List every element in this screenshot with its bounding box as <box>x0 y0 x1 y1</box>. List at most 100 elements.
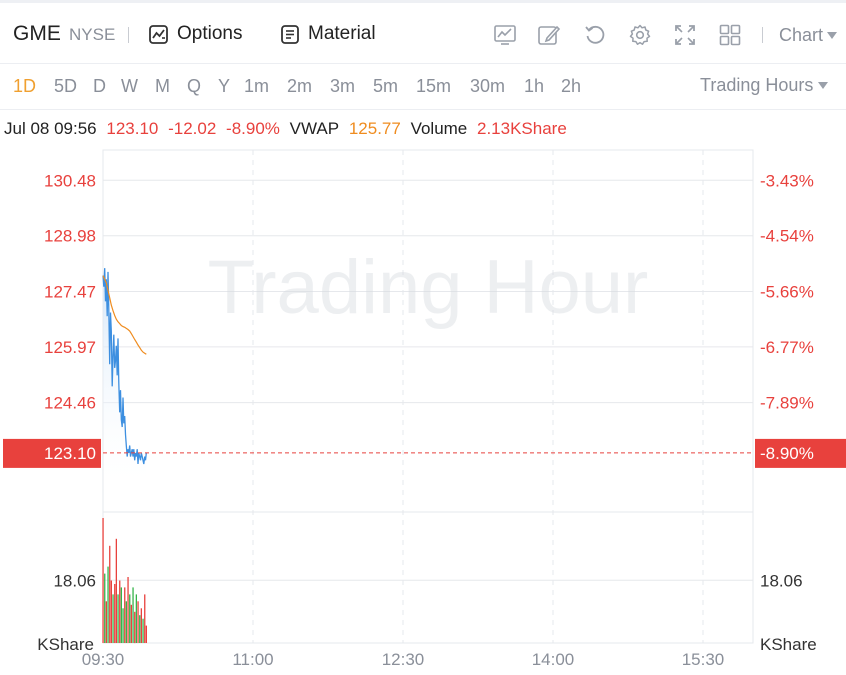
tab-period-q[interactable]: Q <box>187 76 202 96</box>
options-label: Options <box>177 23 243 44</box>
chart-overlay-icon[interactable] <box>493 23 517 47</box>
period-tabs-bar: 1D 5D D W M Q Y 1m 2m 3m 5m 15m 30m 1h 2… <box>0 64 846 110</box>
layout-grid-icon[interactable] <box>718 23 742 47</box>
price-tick-label: 127.47 <box>44 282 96 301</box>
volume-bar <box>104 573 106 643</box>
volume-bar <box>129 594 131 643</box>
chevron-down-icon <box>818 82 829 89</box>
current-price-label: 123.10 <box>44 444 96 463</box>
pct-tick-label: -5.66% <box>760 282 814 301</box>
watermark-text: Trading Hour <box>208 245 649 330</box>
price-tick-label: 128.98 <box>44 227 96 246</box>
material-label: Material <box>308 23 376 44</box>
divider <box>762 27 763 43</box>
price-tick-label: 125.97 <box>44 338 96 357</box>
fullscreen-icon[interactable] <box>673 23 697 47</box>
draw-icon[interactable] <box>537 23 561 47</box>
chart-menu-label: Chart <box>779 25 824 45</box>
tab-period-m[interactable]: M <box>155 76 170 96</box>
time-tick-label: 14:00 <box>532 650 575 669</box>
volume-bar <box>107 566 109 643</box>
tab-period-1d[interactable]: 1D <box>13 76 37 96</box>
volume-bar <box>134 611 136 644</box>
volume-bar <box>140 608 142 643</box>
vwap-label: VWAP <box>289 119 340 138</box>
volume-bar <box>115 538 117 643</box>
trading-hours-label: Trading Hours <box>700 75 814 95</box>
divider <box>128 27 129 43</box>
pct-tick-label: -7.89% <box>760 394 814 413</box>
time-tick-label: 09:30 <box>82 650 125 669</box>
volume-value: 2.13KShare <box>477 119 567 138</box>
chevron-down-icon <box>827 32 838 39</box>
pct-tick-label: -4.54% <box>760 227 814 246</box>
current-pct-label: -8.90% <box>760 444 814 463</box>
options-chart-icon <box>149 24 168 44</box>
vwap-line-series <box>102 275 147 355</box>
volume-bar <box>142 618 144 643</box>
volume-bar <box>122 608 124 643</box>
volume-unit-label: KShare <box>37 635 94 654</box>
current-pct-badge <box>755 438 846 468</box>
tab-period-15m[interactable]: 15m <box>416 76 452 96</box>
price-area <box>103 268 147 494</box>
quote-info-line: Jul 08 09:56 123.10 -12.02 -8.90% VWAP 1… <box>4 119 572 139</box>
exchange-label: NYSE <box>69 25 116 44</box>
volume-bar <box>112 594 114 643</box>
options-button[interactable]: Options <box>148 21 242 47</box>
volume-bar <box>135 594 137 643</box>
pct-tick-label: -6.77% <box>760 338 814 357</box>
volume-bar <box>145 625 147 643</box>
volume-bar <box>125 601 127 643</box>
volume-bar <box>120 587 122 643</box>
volume-bar <box>127 577 129 643</box>
volume-bar <box>114 584 116 643</box>
tab-period-3m[interactable]: 3m <box>330 76 356 96</box>
time-tick-label: 15:30 <box>682 650 725 669</box>
volume-tick-label-right: 18.06 <box>760 571 803 590</box>
tab-period-d[interactable]: D <box>93 76 106 96</box>
current-price-badge <box>3 438 101 468</box>
symbol-ticker: GME <box>13 22 61 45</box>
refresh-icon[interactable] <box>583 23 607 47</box>
volume-label: Volume <box>410 119 468 138</box>
document-icon <box>281 24 299 44</box>
volume-bar <box>110 580 112 643</box>
volume-bar <box>137 601 139 643</box>
volume-bar <box>109 545 111 643</box>
quote-change-pct: -8.90% <box>226 119 280 138</box>
volume-bar <box>117 594 119 643</box>
volume-bar <box>105 601 107 643</box>
volume-bar <box>139 615 141 643</box>
volume-bar <box>144 594 146 643</box>
tab-period-30m[interactable]: 30m <box>470 76 506 96</box>
tab-period-5d[interactable]: 5D <box>54 76 78 96</box>
plot-frame <box>102 149 754 644</box>
tab-period-1h[interactable]: 1h <box>524 76 545 96</box>
tab-period-5m[interactable]: 5m <box>373 76 399 96</box>
settings-icon[interactable] <box>628 23 652 47</box>
material-button[interactable]: Material <box>280 21 376 47</box>
pct-tick-label: -3.43% <box>760 171 814 190</box>
volume-bar <box>119 580 121 643</box>
price-tick-label: 130.48 <box>44 171 96 190</box>
tab-period-1m[interactable]: 1m <box>244 76 270 96</box>
tab-period-2m[interactable]: 2m <box>287 76 313 96</box>
trading-hours-dropdown[interactable]: Trading Hours <box>700 75 829 96</box>
top-border <box>0 0 846 3</box>
vwap-value: 125.77 <box>348 119 401 138</box>
price-tick-label: 124.46 <box>44 394 96 413</box>
tab-period-w[interactable]: W <box>121 76 138 96</box>
volume-tick-label: 18.06 <box>53 571 96 590</box>
volume-bar <box>102 518 104 643</box>
volume-unit-label-right: KShare <box>760 635 817 654</box>
time-tick-label: 11:00 <box>232 650 273 669</box>
chart-type-dropdown[interactable]: Chart <box>779 25 838 46</box>
tab-period-2h[interactable]: 2h <box>561 76 582 96</box>
time-tick-label: 12:30 <box>382 650 425 669</box>
quote-datetime: Jul 08 09:56 <box>4 119 97 138</box>
tab-period-y[interactable]: Y <box>218 76 231 96</box>
quote-change: -12.02 <box>168 119 217 138</box>
quote-price: 123.10 <box>106 119 159 138</box>
